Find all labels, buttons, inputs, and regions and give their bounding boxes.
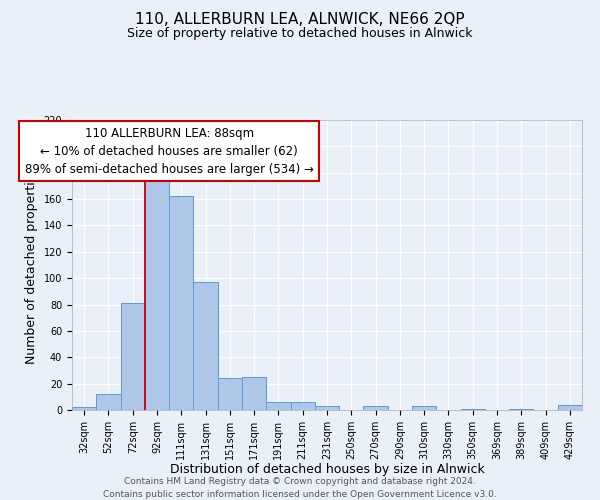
Bar: [96, 394, 121, 410]
Bar: [242, 377, 266, 410]
Text: Size of property relative to detached houses in Alnwick: Size of property relative to detached ho…: [127, 28, 473, 40]
Bar: [412, 406, 436, 410]
Bar: [290, 402, 315, 410]
Bar: [145, 180, 169, 410]
Text: Contains HM Land Registry data © Crown copyright and database right 2024.: Contains HM Land Registry data © Crown c…: [124, 478, 476, 486]
Bar: [315, 406, 339, 410]
Bar: [121, 303, 145, 410]
Bar: [509, 408, 533, 410]
Bar: [364, 406, 388, 410]
Bar: [193, 282, 218, 410]
Bar: [461, 408, 485, 410]
Bar: [558, 404, 582, 410]
Bar: [169, 196, 193, 410]
Y-axis label: Number of detached properties: Number of detached properties: [25, 166, 38, 364]
Bar: [218, 378, 242, 410]
X-axis label: Distribution of detached houses by size in Alnwick: Distribution of detached houses by size …: [170, 464, 484, 476]
Text: 110, ALLERBURN LEA, ALNWICK, NE66 2QP: 110, ALLERBURN LEA, ALNWICK, NE66 2QP: [135, 12, 465, 28]
Bar: [72, 408, 96, 410]
Text: Contains public sector information licensed under the Open Government Licence v3: Contains public sector information licen…: [103, 490, 497, 499]
Bar: [266, 402, 290, 410]
Text: 110 ALLERBURN LEA: 88sqm
← 10% of detached houses are smaller (62)
89% of semi-d: 110 ALLERBURN LEA: 88sqm ← 10% of detach…: [25, 126, 314, 176]
